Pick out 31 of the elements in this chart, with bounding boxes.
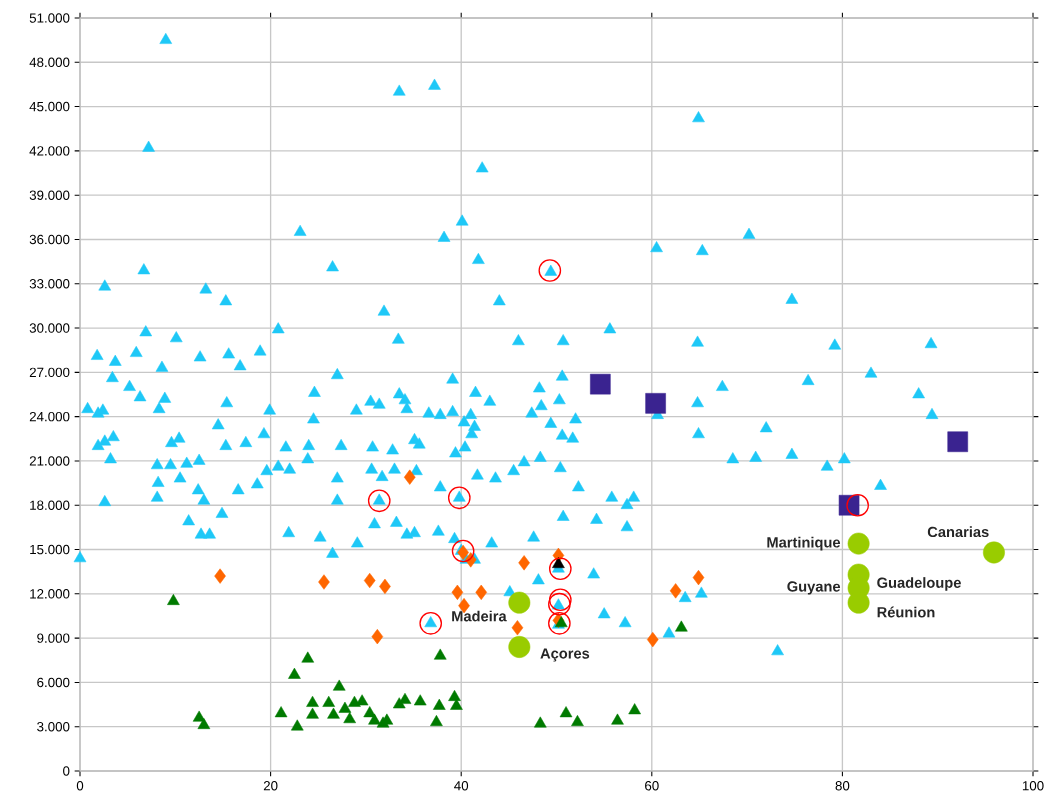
y-tick-label: 36.000	[29, 234, 70, 245]
y-tick-label: 39.000	[29, 190, 70, 200]
x-tick-label: 80	[835, 781, 850, 791]
y-tick-label: 9.000	[37, 633, 70, 643]
annotation: Açores	[540, 648, 590, 662]
y-tick-label: 42.000	[29, 146, 70, 156]
y-tick-label: 33.000	[29, 279, 70, 289]
annotation: Madeira	[452, 610, 507, 622]
x-tick-label: 20	[263, 781, 278, 791]
annotation: Martinique	[767, 536, 841, 551]
y-tick-label: 12.000	[30, 589, 70, 599]
x-tick-label: 0	[76, 781, 84, 791]
y-tick-label: 6.000	[37, 677, 70, 688]
y-tick-label: 18.000	[30, 500, 70, 510]
y-tick-label: 48.000	[29, 57, 70, 68]
y-tick-label: 45.000	[29, 101, 70, 112]
annotation: Réunion	[877, 606, 935, 618]
x-tick-label: 40	[454, 781, 469, 791]
y-tick-label: 27.000	[29, 367, 70, 378]
y-tick-label: 21.000	[29, 456, 70, 466]
annotation: Guadeloupe	[877, 577, 961, 591]
y-tick-label: 0	[63, 766, 70, 776]
y-tick-label: 3.000	[37, 721, 70, 732]
annotation: Guyane	[787, 581, 841, 595]
y-tick-label: 15.000	[30, 544, 70, 555]
y-tick-label: 24.000	[29, 411, 70, 422]
annotation: Canarias	[927, 526, 989, 538]
y-tick-label: 30.000	[29, 323, 70, 333]
x-tick-label: 60	[645, 781, 659, 791]
x-tick-label: 100	[1022, 781, 1044, 791]
y-tick-label: 51.000	[29, 13, 70, 23]
